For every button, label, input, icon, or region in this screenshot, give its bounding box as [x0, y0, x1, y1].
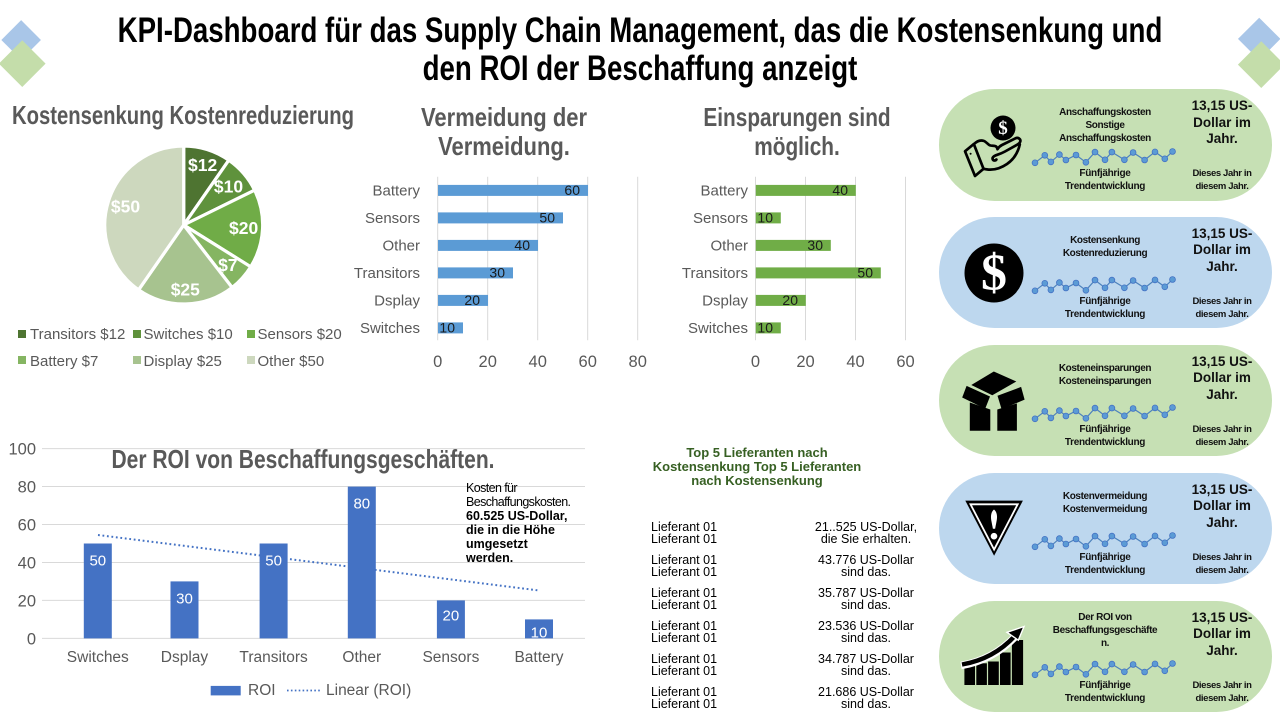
svg-text:Switches: Switches	[67, 649, 129, 666]
svg-text:40: 40	[846, 353, 864, 371]
svg-text:30: 30	[807, 237, 823, 253]
svg-text:Der ROI von Beschaffungsgeschä: Der ROI von Beschaffungsgeschäften.	[112, 444, 495, 474]
svg-text:80: 80	[18, 479, 36, 497]
svg-text:$10: $10	[214, 177, 243, 197]
svg-text:Other: Other	[710, 237, 748, 254]
svg-text:20: 20	[479, 353, 497, 371]
svg-text:Battery: Battery	[700, 182, 748, 199]
svg-text:60: 60	[564, 182, 580, 198]
svg-text:0: 0	[27, 630, 36, 648]
svg-text:Battery: Battery	[514, 649, 563, 666]
svg-text:Linear (ROI): Linear (ROI)	[326, 682, 411, 699]
svg-text:100: 100	[8, 441, 36, 459]
svg-text:Dsplay: Dsplay	[702, 292, 748, 309]
svg-text:30: 30	[489, 265, 505, 281]
svg-text:Other: Other	[342, 649, 381, 666]
svg-text:Sensors: Sensors	[365, 210, 420, 227]
svg-text:$12: $12	[188, 155, 217, 175]
svg-text:$25: $25	[171, 280, 200, 300]
svg-text:50: 50	[857, 265, 873, 281]
svg-text:Battery: Battery	[372, 182, 420, 199]
svg-text:50: 50	[265, 553, 282, 570]
svg-text:20: 20	[18, 592, 36, 610]
svg-text:20: 20	[796, 353, 814, 371]
svg-text:50: 50	[89, 553, 106, 570]
svg-text:Sensors: Sensors	[422, 649, 479, 666]
svg-text:80: 80	[629, 353, 647, 371]
svg-text:0: 0	[751, 353, 760, 371]
svg-text:60: 60	[896, 353, 914, 371]
svg-text:Switches: Switches	[688, 320, 748, 337]
svg-text:40: 40	[18, 555, 36, 573]
svg-text:Other: Other	[382, 237, 420, 254]
svg-text:$20: $20	[229, 218, 258, 238]
svg-text:$: $	[981, 244, 1007, 301]
svg-text:Dsplay: Dsplay	[161, 649, 209, 666]
svg-text:80: 80	[353, 496, 370, 513]
svg-text:50: 50	[539, 210, 555, 226]
svg-text:10: 10	[531, 624, 548, 641]
svg-text:Transitors: Transitors	[354, 265, 420, 282]
svg-text:Transitors: Transitors	[682, 265, 748, 282]
svg-text:$7: $7	[218, 255, 237, 275]
svg-text:ROI: ROI	[248, 682, 276, 699]
svg-text:40: 40	[514, 237, 530, 253]
svg-text:20: 20	[443, 607, 460, 624]
svg-text:60: 60	[579, 353, 597, 371]
svg-text:60: 60	[18, 517, 36, 535]
svg-text:20: 20	[782, 292, 798, 308]
svg-text:30: 30	[176, 590, 193, 607]
svg-text:0: 0	[433, 353, 442, 371]
svg-text:40: 40	[832, 182, 848, 198]
svg-text:10: 10	[757, 210, 773, 226]
svg-text:40: 40	[529, 353, 547, 371]
svg-text:$: $	[998, 118, 1008, 139]
svg-text:Sensors: Sensors	[693, 210, 748, 227]
svg-text:Dsplay: Dsplay	[374, 292, 420, 309]
svg-text:20: 20	[464, 292, 480, 308]
svg-text:$50: $50	[111, 197, 140, 217]
svg-text:10: 10	[757, 320, 773, 336]
svg-text:Switches: Switches	[360, 320, 420, 337]
svg-text:Transitors: Transitors	[239, 649, 308, 666]
svg-text:10: 10	[439, 320, 455, 336]
